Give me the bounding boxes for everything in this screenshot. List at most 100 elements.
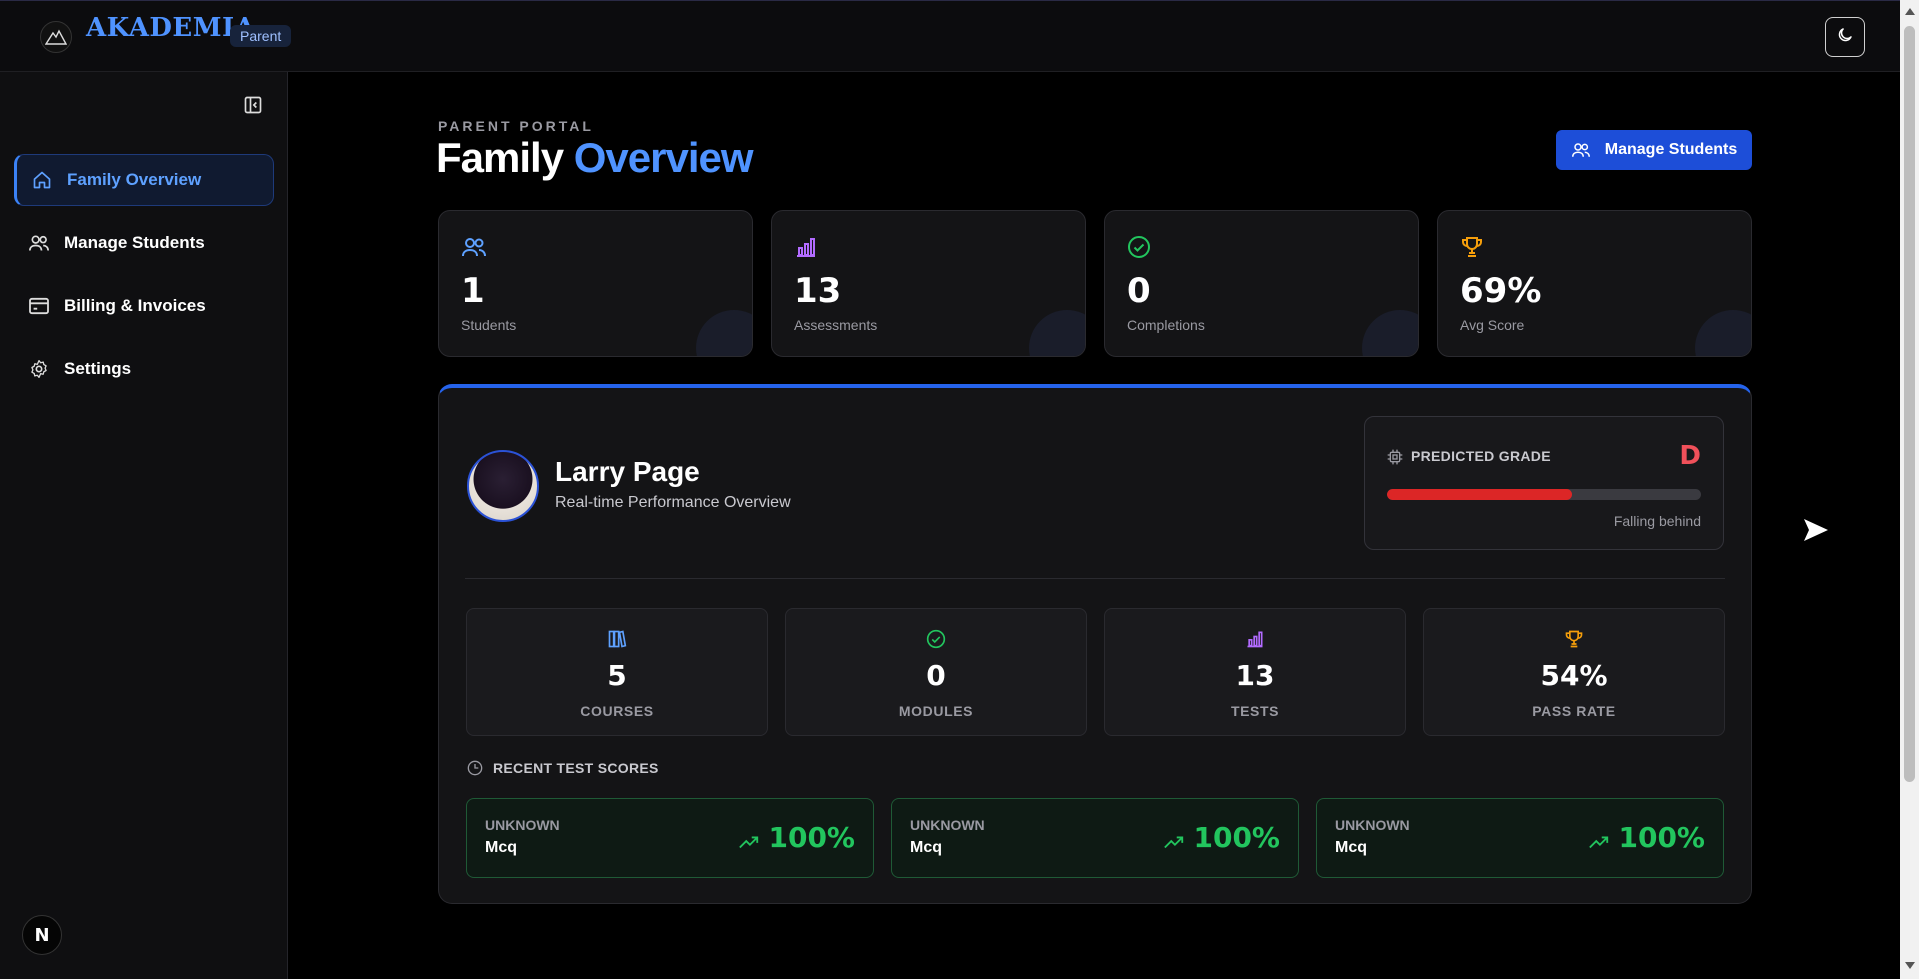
grade-progress-bar — [1387, 489, 1701, 500]
next-dev-badge[interactable]: N — [22, 915, 62, 955]
clock-icon — [467, 760, 483, 776]
student-card: Larry Page Real-time Performance Overvie… — [438, 384, 1752, 904]
recent-score-card[interactable]: UNKNOWN Mcq 100% — [891, 798, 1299, 878]
score-subject: UNKNOWN — [1335, 817, 1410, 833]
sidebar-collapse-button[interactable] — [242, 96, 264, 118]
metric-label: MODULES — [898, 703, 974, 719]
stat-label: Students — [461, 317, 517, 333]
moon-icon — [1836, 26, 1854, 49]
score-value-wrap: 100% — [738, 821, 855, 854]
sidebar-item-settings[interactable]: Settings — [14, 343, 274, 395]
users-icon — [461, 235, 487, 261]
page-eyebrow: PARENT PORTAL — [438, 118, 594, 134]
score-subject: UNKNOWN — [910, 817, 985, 833]
role-badge: Parent — [230, 25, 292, 47]
scrollbar[interactable] — [1900, 0, 1919, 979]
scroll-down-arrow[interactable] — [1905, 962, 1915, 969]
student-subtitle: Real-time Performance Overview — [555, 494, 791, 511]
theme-toggle-button[interactable] — [1825, 17, 1865, 57]
student-name: Larry Page — [555, 456, 700, 487]
check-circle-icon — [926, 629, 946, 649]
scroll-up-arrow[interactable] — [1905, 8, 1915, 15]
manage-students-label: Manage Students — [1604, 141, 1738, 158]
gear-icon — [28, 358, 50, 380]
logo-icon[interactable] — [40, 21, 72, 53]
panel-collapse-icon — [243, 95, 263, 120]
trophy-icon — [1564, 629, 1584, 649]
page-title-accent: Overview — [573, 134, 754, 181]
metric-courses: 5 COURSES — [466, 608, 768, 736]
users-icon — [28, 232, 50, 254]
stat-value: 1 — [461, 271, 485, 311]
stat-label: Avg Score — [1460, 317, 1525, 333]
send-icon[interactable] — [1802, 516, 1830, 544]
metric-value: 5 — [607, 659, 627, 692]
score-value: 100% — [1618, 821, 1705, 854]
top-bar: AKADEMIA Parent — [0, 0, 1900, 72]
predicted-grade-card: PREDICTED GRADE D Falling behind — [1364, 416, 1724, 550]
sidebar-item-label: Billing & Invoices — [64, 296, 206, 315]
sidebar-item-family-overview[interactable]: Family Overview — [14, 154, 274, 206]
score-type: Mcq — [910, 839, 942, 856]
score-value-wrap: 100% — [1163, 821, 1280, 854]
stat-card-students: 1 Students — [438, 210, 753, 357]
metric-modules: 0 MODULES — [785, 608, 1087, 736]
score-value-wrap: 100% — [1588, 821, 1705, 854]
stat-value: 69% — [1460, 271, 1542, 311]
metric-label: TESTS — [1230, 703, 1280, 719]
decorative-circle — [1029, 310, 1085, 356]
trending-up-icon — [1588, 827, 1610, 849]
decorative-circle — [1695, 310, 1751, 356]
credit-card-icon — [28, 295, 50, 317]
score-value: 100% — [1193, 821, 1280, 854]
check-circle-icon — [1127, 235, 1153, 261]
home-icon — [31, 169, 53, 191]
score-subject: UNKNOWN — [485, 817, 560, 833]
stat-card-assessments: 13 Assessments — [771, 210, 1086, 357]
stat-label: Assessments — [794, 317, 878, 333]
predicted-grade-value: D — [1679, 441, 1701, 471]
stat-value: 0 — [1127, 271, 1151, 311]
score-value: 100% — [768, 821, 855, 854]
bar-chart-icon — [794, 235, 820, 261]
sidebar-item-billing[interactable]: Billing & Invoices — [14, 280, 274, 332]
stat-label: Completions — [1127, 317, 1205, 333]
books-icon — [607, 629, 627, 649]
trending-up-icon — [738, 827, 760, 849]
metric-label: PASS RATE — [1532, 703, 1616, 719]
sidebar-item-manage-students[interactable]: Manage Students — [14, 217, 274, 269]
metric-value: 54% — [1540, 659, 1608, 692]
decorative-circle — [696, 310, 752, 356]
page-title-main: Family — [436, 134, 564, 181]
recent-score-card[interactable]: UNKNOWN Mcq 100% — [466, 798, 874, 878]
sidebar-nav: Family Overview Manage Students Billing … — [14, 154, 274, 406]
avatar[interactable] — [467, 450, 539, 522]
brand-name[interactable]: AKADEMIA — [86, 13, 256, 43]
manage-students-button[interactable]: Manage Students — [1556, 130, 1752, 170]
sidebar-item-label: Family Overview — [67, 170, 202, 189]
page-title: Family Overview — [436, 134, 754, 182]
divider — [465, 578, 1725, 579]
trophy-icon — [1460, 235, 1486, 261]
bar-chart-icon — [1245, 629, 1265, 649]
recent-score-card[interactable]: UNKNOWN Mcq 100% — [1316, 798, 1724, 878]
sidebar-item-label: Manage Students — [64, 233, 205, 252]
grade-progress-fill — [1387, 489, 1573, 500]
metric-pass-rate: 54% PASS RATE — [1423, 608, 1725, 736]
stat-card-completions: 0 Completions — [1104, 210, 1419, 357]
recent-scores-heading: RECENT TEST SCORES — [467, 760, 659, 776]
sidebar: Family Overview Manage Students Billing … — [0, 72, 288, 979]
trending-up-icon — [1163, 827, 1185, 849]
metric-tests: 13 TESTS — [1104, 608, 1406, 736]
users-icon — [1571, 140, 1591, 160]
score-type: Mcq — [485, 839, 517, 856]
stat-card-avg-score: 69% Avg Score — [1437, 210, 1752, 357]
stat-value: 13 — [794, 271, 842, 311]
scroll-thumb[interactable] — [1904, 26, 1915, 782]
recent-scores-label: RECENT TEST SCORES — [493, 760, 659, 776]
sidebar-item-label: Settings — [64, 359, 132, 378]
predicted-grade-label: PREDICTED GRADE — [1411, 448, 1551, 464]
metric-label: COURSES — [580, 703, 654, 719]
grade-status: Falling behind — [1613, 513, 1701, 529]
decorative-circle — [1362, 310, 1418, 356]
